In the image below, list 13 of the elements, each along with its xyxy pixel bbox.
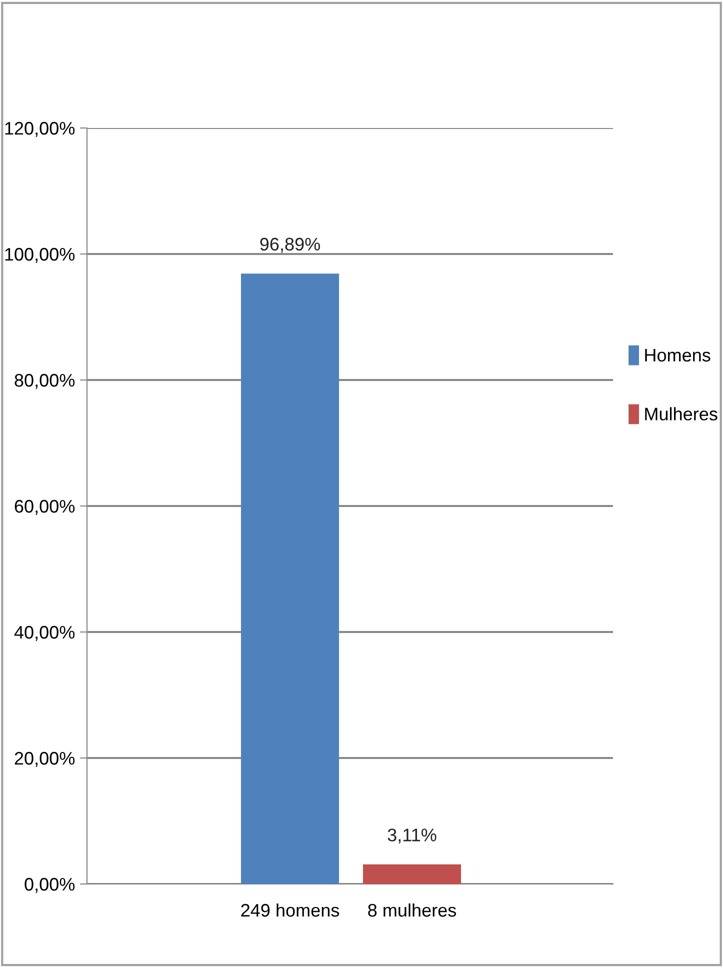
text: 96,89%: [260, 238, 320, 253]
x-tick-label: 8 mulheres: [368, 903, 456, 917]
y-tick-label: 20,00%: [14, 752, 75, 767]
y-tick-label: 40,00%: [14, 626, 75, 641]
text: 3,11%: [388, 828, 436, 844]
y-tick-label: 60,00%: [14, 500, 75, 515]
legend-label: Homens: [645, 349, 710, 362]
legend-label: Mulheres: [645, 407, 718, 420]
y-tick-label: 0,00%: [24, 878, 75, 893]
y-tick-label: 80,00%: [14, 374, 75, 389]
x-tick-label: 249 homens: [241, 903, 340, 917]
y-tick-label: 120,00%: [5, 122, 75, 137]
y-tick-label: 100,00%: [5, 248, 75, 263]
